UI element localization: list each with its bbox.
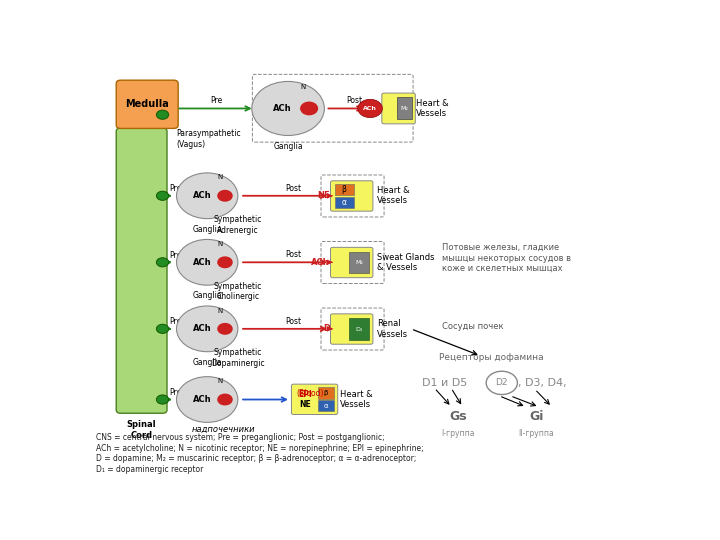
Text: Sympathetic
Adrenergic: Sympathetic Adrenergic [214,215,262,235]
Text: D1 и D5: D1 и D5 [422,378,467,388]
Circle shape [252,82,324,136]
Text: NE: NE [300,400,311,409]
Text: Heart &
Vessels: Heart & Vessels [340,390,373,409]
Text: N: N [217,241,222,247]
Text: Parasympathetic
(Vagus): Parasympathetic (Vagus) [176,129,241,149]
Bar [335,197,354,208]
Bar [318,400,334,411]
Text: Post: Post [346,97,362,105]
Text: N: N [217,308,222,314]
Text: , D3, D4,: , D3, D4, [518,378,567,388]
Text: NE: NE [318,191,330,200]
Circle shape [358,99,382,118]
Circle shape [156,324,168,333]
Text: Pre: Pre [169,184,181,193]
Text: надпочечники: надпочечники [192,426,256,434]
FancyBboxPatch shape [382,93,415,124]
Text: Gs: Gs [449,410,467,423]
Text: ACh: ACh [311,258,330,267]
Text: M₂: M₂ [400,106,408,111]
Text: Ganglia: Ganglia [274,141,303,151]
Bar [335,184,354,195]
Text: (Blood): (Blood) [297,389,324,398]
Text: Heart &
Vessels: Heart & Vessels [416,99,449,118]
Text: ACh: ACh [193,395,212,404]
FancyBboxPatch shape [292,384,338,415]
Text: Pre: Pre [169,388,181,397]
Bar [349,318,369,340]
Circle shape [156,395,168,404]
Bar [318,387,334,399]
Text: Pre: Pre [169,318,181,326]
Text: β: β [324,390,328,396]
Text: D2: D2 [495,379,508,387]
Text: ACh: ACh [193,258,212,267]
Text: Post: Post [285,251,301,259]
Circle shape [156,258,168,267]
Circle shape [218,257,232,267]
Circle shape [176,173,238,219]
Text: Spinal
Cord: Spinal Cord [127,420,156,440]
Text: Ganglia: Ganglia [192,292,222,300]
Text: Sympathetic
Cholinergic: Sympathetic Cholinergic [214,282,262,301]
Text: Heart &
Vessels: Heart & Vessels [377,186,410,206]
FancyBboxPatch shape [330,247,373,278]
Text: II-группа: II-группа [518,429,554,437]
FancyBboxPatch shape [116,80,178,129]
Text: N: N [217,174,222,180]
Bar [397,98,412,119]
Circle shape [156,110,168,119]
Text: Потовые железы, гладкие
мышцы некоторых сосудов в
коже и скелетных мышцах: Потовые железы, гладкие мышцы некоторых … [441,243,570,273]
Circle shape [156,191,168,200]
FancyBboxPatch shape [116,128,167,413]
Text: β: β [342,185,346,194]
Circle shape [176,239,238,285]
Text: CNS = central nervous system; Pre = preganglionic; Post = postganglionic;
ACh = : CNS = central nervous system; Pre = preg… [96,434,423,474]
Text: I-группа: I-группа [441,429,475,437]
Text: Post: Post [285,317,301,326]
Text: Gi: Gi [529,410,544,423]
Text: Sympathetic
Dopaminergic: Sympathetic Dopaminergic [211,348,265,368]
Text: Sweat Glands
& Vessels: Sweat Glands & Vessels [377,253,435,272]
Text: EPI: EPI [299,390,312,399]
Text: N: N [217,378,222,384]
Text: Ganglia: Ganglia [192,225,222,234]
Text: D₁: D₁ [356,327,363,332]
Text: D: D [323,325,330,333]
Text: Post: Post [285,184,301,193]
Text: Pre: Pre [169,251,181,260]
Circle shape [176,306,238,352]
Text: ACh: ACh [363,106,377,111]
Text: M₂: M₂ [356,260,363,265]
Circle shape [218,394,232,405]
Circle shape [176,377,238,422]
Text: α: α [341,198,346,207]
Circle shape [218,323,232,334]
FancyBboxPatch shape [330,314,373,344]
Text: Pre: Pre [210,97,222,105]
FancyBboxPatch shape [330,181,373,211]
Circle shape [301,102,318,114]
Text: N: N [301,84,306,90]
Text: Medulla: Medulla [125,99,169,109]
Text: Ganglia: Ganglia [192,358,222,367]
Bar [349,252,369,273]
Text: ACh: ACh [274,104,292,113]
Text: ACh: ACh [193,191,212,200]
Circle shape [218,191,232,201]
Text: Renal
Vessels: Renal Vessels [377,319,408,339]
Text: Сосуды почек: Сосуды почек [441,322,503,331]
Text: Рецепторы дофамина: Рецепторы дофамина [439,354,544,362]
Text: α: α [323,402,328,409]
Text: ACh: ACh [193,325,212,333]
